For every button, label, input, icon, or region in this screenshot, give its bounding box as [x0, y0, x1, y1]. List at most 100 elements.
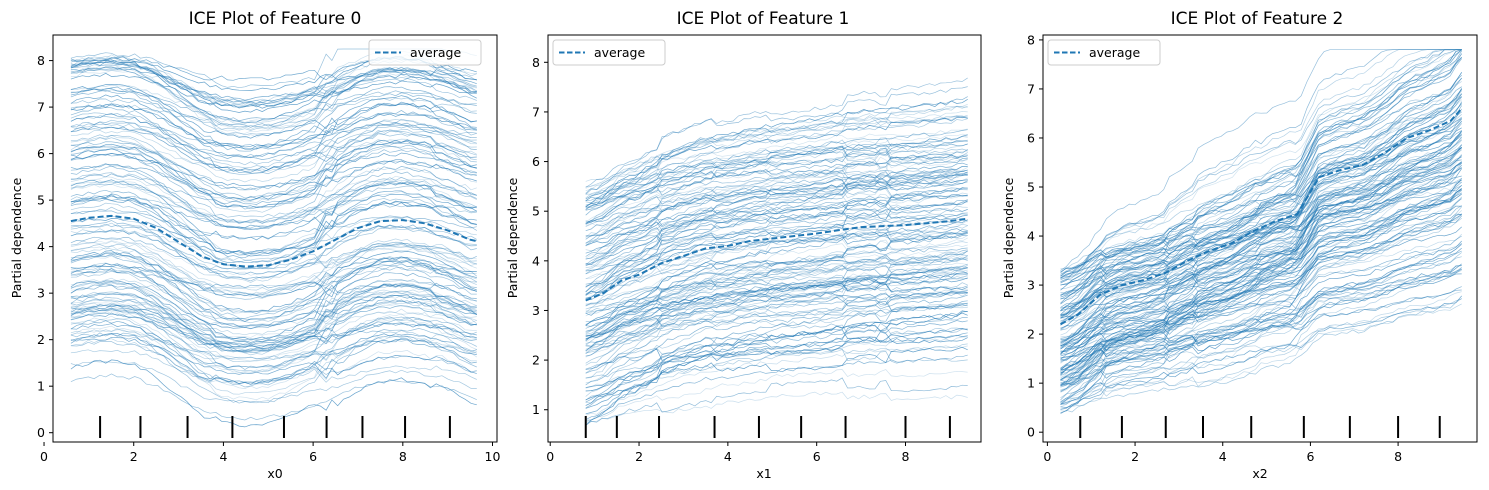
ice-curve [585, 214, 968, 296]
ice-curve [70, 160, 477, 200]
ice-curve [585, 377, 968, 426]
ice-curve [1060, 155, 1462, 364]
ice-curve [1060, 72, 1462, 362]
ice-curve [585, 334, 968, 388]
ice-curve [585, 111, 968, 192]
ice-curve [1060, 196, 1462, 408]
ice-curve [70, 281, 477, 352]
ice-curve [70, 66, 477, 107]
ice-curve [585, 250, 968, 335]
ice-curve [1060, 162, 1462, 387]
ice-curve [1060, 121, 1462, 363]
ice-curve [70, 300, 478, 354]
ice-curve [70, 194, 477, 228]
ice-curve [70, 291, 477, 346]
rug-marks [1079, 416, 1441, 438]
ice-curve [70, 152, 477, 188]
ice-curve [585, 327, 968, 401]
ice-curve [1060, 252, 1462, 386]
ice-curve [70, 182, 477, 257]
x-axis-label: x1 [756, 466, 771, 481]
y-tick-label: 6 [532, 154, 540, 169]
ice-curve [1060, 93, 1462, 275]
ice-curve [1060, 188, 1462, 371]
legend-box [368, 39, 482, 66]
ice-curve [70, 283, 478, 356]
ice-curve [70, 270, 477, 328]
ice-curve [70, 295, 477, 374]
ice-curve [70, 240, 477, 289]
ice-curve [1060, 49, 1462, 305]
ice-curve [70, 198, 477, 263]
legend: average [368, 39, 482, 66]
ice-curve [70, 243, 478, 319]
ice-curve [1060, 179, 1462, 283]
ice-curve [1060, 154, 1462, 316]
ice-curve [70, 256, 477, 298]
y-tick-label: 4 [1027, 229, 1035, 244]
ice-curve [1060, 162, 1462, 275]
ice-curve [1060, 93, 1462, 342]
ice-curve [585, 86, 968, 188]
ice-curve [585, 223, 968, 306]
ice-curve [585, 264, 968, 307]
y-axis-label: Partial dependence [505, 177, 520, 298]
ice-curve [1060, 57, 1462, 344]
ice-curve [585, 96, 968, 210]
ice-curve [70, 242, 477, 296]
ice-curve [1060, 105, 1463, 392]
ice-curve [585, 282, 968, 341]
ice-curve [585, 256, 968, 335]
ice-curve [585, 128, 968, 223]
ice-curve [585, 322, 968, 370]
ice-curve [585, 220, 968, 271]
average-line [1060, 107, 1463, 326]
ice-curve [70, 86, 477, 150]
ice-curve [70, 56, 477, 81]
ice-curve [585, 145, 968, 224]
ice-curve [585, 320, 968, 421]
legend: average [1047, 39, 1161, 66]
ice-curve [70, 253, 477, 296]
ice-curve [1060, 250, 1462, 387]
ice-curve [70, 332, 477, 385]
ice-curve [70, 118, 477, 175]
ice-curve [70, 260, 477, 314]
ice-curve [1060, 226, 1462, 330]
ice-curve [70, 222, 477, 270]
average-series [585, 217, 968, 302]
ice-curve [585, 347, 968, 379]
ice-curve [585, 231, 968, 287]
ice-curve [1060, 184, 1462, 286]
ice-curve [585, 248, 968, 306]
ice-curve [1060, 144, 1462, 372]
y-tick-label: 8 [532, 55, 540, 70]
ice-curve [585, 294, 968, 386]
ice-curve [1060, 49, 1462, 284]
ice-curve [585, 277, 968, 326]
ice-curve [70, 133, 477, 191]
ice-curve [70, 252, 477, 322]
y-tick-label: 4 [532, 253, 540, 268]
ice-curve [1060, 189, 1462, 347]
ice-curve [585, 169, 968, 223]
legend-label: average [1089, 45, 1140, 60]
ice-curve [70, 304, 477, 328]
ice-curve [70, 173, 477, 205]
ice-curve [585, 332, 968, 392]
y-tick-label: 7 [1027, 81, 1035, 96]
ice-curve [70, 307, 477, 373]
ice-curve [70, 254, 477, 321]
x-tick-label: 6 [309, 449, 317, 464]
ice-curve [1060, 49, 1462, 295]
y-tick-label: 2 [532, 353, 540, 368]
ice-curve [1060, 291, 1462, 405]
chart-title: ICE Plot of Feature 2 [1171, 9, 1344, 29]
x-tick-label: 4 [1219, 449, 1227, 464]
ice-curve [585, 213, 968, 275]
ice-curve [1060, 108, 1462, 383]
ice-curve [585, 77, 968, 195]
ice-curve [1060, 139, 1462, 319]
ice-curve [70, 280, 478, 330]
ice-curve [70, 262, 477, 291]
